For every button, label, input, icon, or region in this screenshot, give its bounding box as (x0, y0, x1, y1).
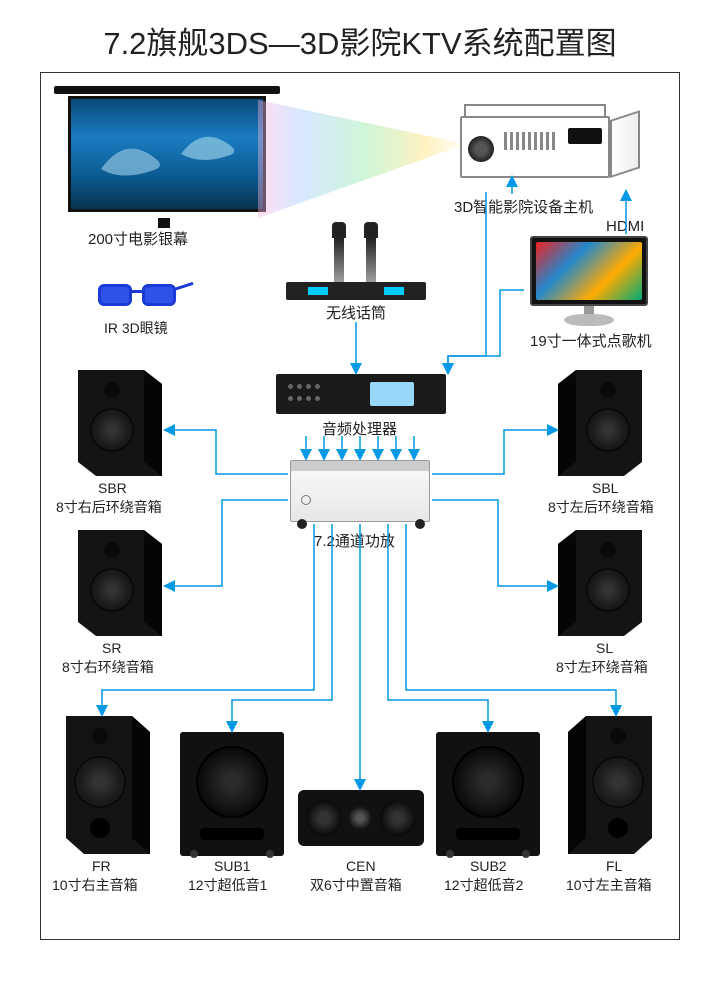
speaker-fl (568, 716, 664, 856)
fl-code: FL (606, 858, 622, 874)
sbr-desc: 8寸右后环绕音箱 (56, 497, 162, 517)
fl-desc: 10寸左主音箱 (566, 875, 652, 895)
sub2-desc: 12寸超低音2 (444, 875, 523, 895)
screen-label: 200寸电影银幕 (88, 228, 188, 249)
projection-screen (62, 90, 272, 220)
speaker-sub1 (180, 732, 284, 856)
speaker-sbl (558, 370, 654, 478)
projector-label: 3D智能影院设备主机 (454, 196, 593, 217)
page-title: 7.2旗舰3DS—3D影院KTV系统配置图 (0, 18, 720, 63)
3d-glasses (98, 278, 183, 314)
speaker-sl (558, 530, 654, 638)
audio-processor (276, 374, 446, 414)
sr-desc: 8寸右环绕音箱 (62, 657, 154, 677)
cen-desc: 双6寸中置音箱 (310, 875, 402, 895)
speaker-cen (298, 790, 424, 846)
mics-label: 无线话筒 (326, 302, 386, 323)
projector (460, 98, 645, 188)
amplifier (290, 460, 430, 522)
cen-code: CEN (346, 858, 376, 874)
sr-code: SR (102, 640, 121, 656)
amplifier-label: 7.2通道功放 (314, 530, 395, 551)
speaker-sbr (66, 370, 162, 478)
ktv-monitor (530, 236, 650, 326)
fr-desc: 10寸右主音箱 (52, 875, 138, 895)
sub1-desc: 12寸超低音1 (188, 875, 267, 895)
projector-beam (258, 96, 468, 222)
hdmi-label: HDMI (606, 218, 644, 235)
wireless-mics (286, 222, 426, 300)
processor-label: 音频处理器 (322, 418, 397, 439)
sbl-desc: 8寸左后环绕音箱 (548, 497, 654, 517)
sub2-code: SUB2 (470, 858, 507, 874)
monitor-label: 19寸一体式点歌机 (530, 330, 652, 351)
glasses-label: IR 3D眼镜 (104, 318, 168, 338)
sub1-code: SUB1 (214, 858, 251, 874)
speaker-sub2 (436, 732, 540, 856)
fr-code: FR (92, 858, 111, 874)
sl-desc: 8寸左环绕音箱 (556, 657, 648, 677)
sl-code: SL (596, 640, 613, 656)
sbl-code: SBL (592, 480, 618, 496)
sbr-code: SBR (98, 480, 127, 496)
speaker-fr (54, 716, 150, 856)
speaker-sr (66, 530, 162, 638)
